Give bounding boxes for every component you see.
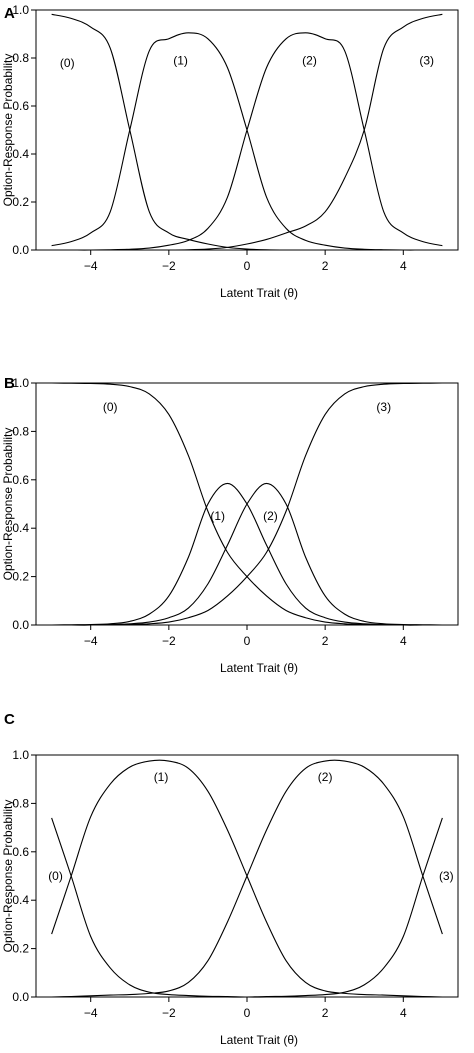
x-axis-label: Latent Trait (θ): [220, 661, 298, 675]
curve-label-1: (1): [154, 770, 169, 784]
y-tick-label: 0.8: [12, 424, 29, 438]
y-axis-label: Option-Response Probability: [1, 54, 15, 207]
y-tick-label: 0.2: [12, 570, 29, 584]
y-tick-label: 1.0: [12, 748, 29, 762]
curve-label-2: (2): [263, 509, 278, 523]
y-tick-label: 1.0: [12, 3, 29, 17]
x-tick-label: 2: [322, 634, 329, 648]
curve-label-3: (3): [439, 869, 454, 883]
panel-letter: A: [4, 5, 15, 22]
x-tick-label: 0: [244, 1006, 251, 1020]
x-tick-label: 0: [244, 259, 251, 273]
y-tick-label: 0.4: [12, 893, 29, 907]
y-tick-label: 0.8: [12, 51, 29, 65]
y-axis-label: Option-Response Probability: [1, 800, 15, 953]
curve-label-1: (1): [210, 509, 225, 523]
panel-a: A 0.0 0.2 0.4 0.6 0.8 1.0 −4 −2 0 2 4 Latent Trait (…: [1, 3, 459, 300]
x-tick-label: 0: [244, 634, 251, 648]
y-tick-label: 0.8: [12, 796, 29, 810]
x-tick-label: −2: [162, 1006, 176, 1020]
series-line-2: [51, 759, 443, 998]
y-tick-label: 0.2: [12, 942, 29, 956]
x-axis-label: Latent Trait (θ): [220, 286, 298, 300]
y-tick-label: 0.6: [12, 473, 29, 487]
y-tick-label: 0.4: [12, 147, 29, 161]
y-axis-label: Option-Response Probability: [1, 428, 15, 581]
x-tick-label: 2: [322, 259, 329, 273]
y-tick-label: 0.2: [12, 195, 29, 209]
panel-letter: C: [4, 711, 15, 728]
x-tick-label: 2: [322, 1006, 329, 1020]
series-line-2: [51, 482, 443, 626]
series-line-1: [51, 759, 443, 998]
x-axis-label: Latent Trait (θ): [220, 1033, 298, 1047]
x-tick-label: −2: [162, 259, 176, 273]
x-tick-label: 4: [400, 634, 407, 648]
y-tick-label: 0.4: [12, 521, 29, 535]
x-tick-label: −4: [84, 634, 98, 648]
x-tick-label: −4: [84, 1006, 98, 1020]
panel-b: B 0.0 0.2 0.4 0.6 0.8 1.0 −4 −2 0 2 4 Latent Trait (…: [1, 375, 459, 675]
panel-letter: B: [4, 375, 15, 392]
series-line-3: [51, 817, 443, 998]
curve-label-3: (3): [376, 400, 391, 414]
x-tick-label: 4: [400, 259, 407, 273]
curve-label-2: (2): [318, 770, 333, 784]
x-tick-label: −2: [162, 634, 176, 648]
panel-c: C 0.0 0.2 0.4 0.6 0.8 1.0 −4 −2 0 2 4 Latent Trait (…: [1, 711, 459, 1047]
series-line-1: [51, 32, 443, 251]
x-tick-label: −4: [84, 259, 98, 273]
y-tick-label: 1.0: [12, 376, 29, 390]
x-tick-label: 4: [400, 1006, 407, 1020]
curve-label-0: (0): [60, 56, 75, 70]
curve-label-1: (1): [173, 53, 188, 67]
series-line-2: [51, 32, 443, 251]
y-tick-label: 0.0: [12, 618, 29, 632]
curve-label-3: (3): [419, 53, 434, 67]
y-tick-label: 0.0: [12, 990, 29, 1004]
y-tick-label: 0.6: [12, 845, 29, 859]
y-tick-label: 0.0: [12, 243, 29, 257]
series-line-3: [51, 13, 443, 251]
series-line-3: [51, 382, 443, 626]
curve-label-0: (0): [48, 869, 63, 883]
series-line-0: [51, 817, 443, 998]
curve-label-2: (2): [302, 53, 317, 67]
y-tick-label: 0.6: [12, 99, 29, 113]
curve-label-0: (0): [103, 400, 118, 414]
